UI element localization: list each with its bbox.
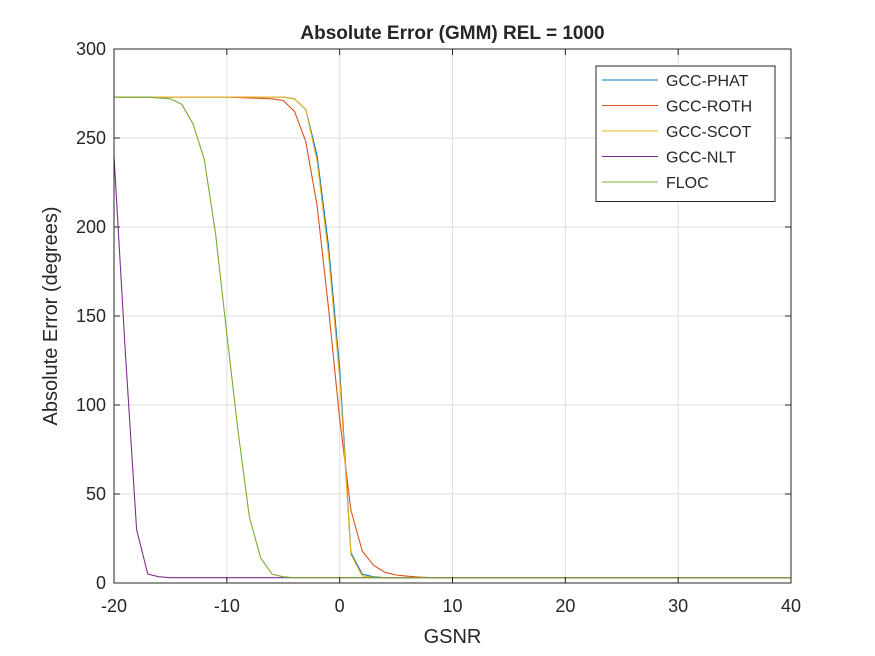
legend-label: GCC-PHAT <box>666 73 749 90</box>
legend-label: GCC-ROTH <box>666 99 752 116</box>
legend: GCC-PHAT GCC-ROTH GCC-SCOT GCC-NLT FLOC <box>595 65 776 202</box>
y-tick-label: 250 <box>76 128 106 148</box>
x-tick-label: 40 <box>781 596 801 616</box>
y-tick-label: 0 <box>96 573 106 593</box>
y-axis-label: Absolute Error (degrees) <box>40 207 62 426</box>
y-tick-label: 100 <box>76 395 106 415</box>
y-tick-label: 300 <box>76 39 106 59</box>
x-tick-label: 0 <box>335 596 345 616</box>
legend-box <box>595 65 776 202</box>
legend-label: GCC-NLT <box>666 150 736 167</box>
x-tick-label: 20 <box>555 596 575 616</box>
x-tick-label: -10 <box>214 596 240 616</box>
x-tick-label: -20 <box>101 596 127 616</box>
x-tick-label: 10 <box>442 596 462 616</box>
legend-label: FLOC <box>666 175 709 192</box>
y-tick-label: 150 <box>76 306 106 326</box>
legend-label: GCC-SCOT <box>666 124 752 141</box>
x-tick-label: 30 <box>668 596 688 616</box>
y-tick-label: 200 <box>76 217 106 237</box>
x-axis-label: GSNR <box>424 626 482 648</box>
y-tick-label: 50 <box>86 484 106 504</box>
chart-title: Absolute Error (GMM) REL = 1000 <box>300 23 604 44</box>
axis-ticks: -20 -10 0 10 20 30 40 0 50 100 150 200 250 300 <box>76 39 801 616</box>
